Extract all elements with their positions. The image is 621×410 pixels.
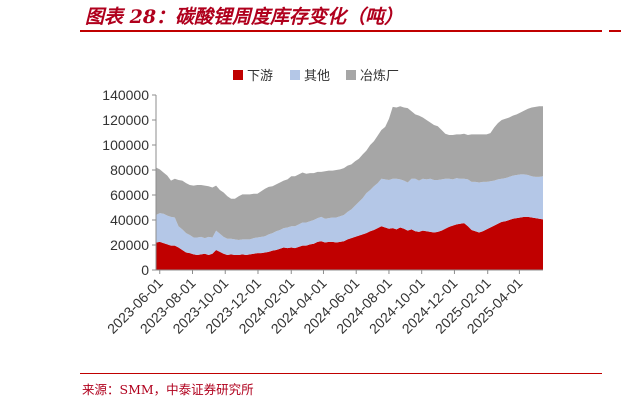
y-axis-ticks: 0 20000 40000 60000 80000 100000 120000 140000	[102, 87, 156, 278]
legend: 下游 其他 冶炼厂	[233, 69, 399, 84]
area-series-3	[156, 106, 543, 240]
y-tick-label: 80000	[110, 162, 149, 178]
stacked-areas	[156, 106, 543, 270]
y-tick-label: 60000	[110, 187, 149, 203]
area-series-1	[156, 216, 543, 270]
y-tick-label: 40000	[110, 212, 149, 228]
legend-swatch-icon	[346, 70, 356, 80]
y-tick-label: 20000	[110, 237, 149, 253]
y-tick-label: 120000	[102, 112, 149, 128]
axes	[155, 95, 543, 271]
title-rule	[80, 30, 602, 32]
y-tick-label: 0	[141, 262, 149, 278]
source-note: 来源：SMM，中泰证券研究所	[82, 382, 254, 397]
footer-rule	[80, 373, 602, 374]
figure-title: 图表 28：碳酸锂周度库存变化（吨）	[85, 6, 404, 28]
y-tick-label: 140000	[102, 87, 149, 103]
x-axis-ticks: 2023-06-012023-08-012023-10-012023-12-01…	[104, 270, 526, 337]
legend-label: 冶炼厂	[360, 69, 399, 84]
title-rule-right	[609, 30, 621, 32]
y-tick-label: 100000	[102, 137, 149, 153]
legend-swatch-icon	[233, 70, 243, 80]
legend-label: 其他	[304, 69, 330, 84]
legend-swatch-icon	[290, 70, 300, 80]
area-series-2	[156, 174, 543, 255]
legend-label: 下游	[247, 69, 273, 84]
